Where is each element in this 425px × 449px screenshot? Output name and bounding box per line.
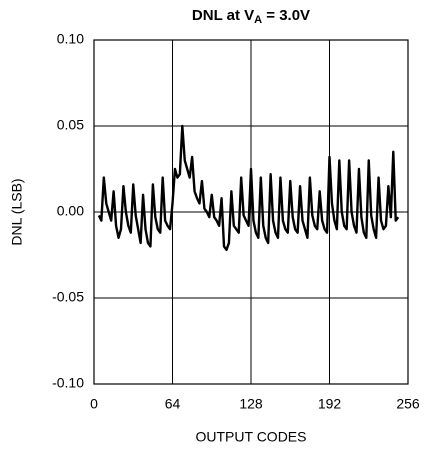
y-axis-label: DNL (LSB) [9, 178, 25, 245]
y-tick-label: 0.10 [57, 31, 84, 47]
x-tick-label: 0 [90, 396, 98, 412]
chart-title: DNL at VA = 3.0V [192, 7, 310, 26]
x-tick-label: 64 [165, 396, 181, 412]
x-tick-label: 192 [318, 396, 342, 412]
x-tick-label: 256 [396, 396, 420, 412]
y-tick-label: -0.05 [52, 289, 84, 305]
y-tick-label: -0.10 [52, 375, 84, 391]
x-tick-label: 128 [239, 396, 263, 412]
y-tick-label: 0.00 [57, 203, 84, 219]
y-tick-label: 0.05 [57, 117, 84, 133]
title-part: DNL at V [192, 7, 254, 24]
plot-frame [93, 39, 409, 385]
data-line [97, 124, 400, 252]
x-axis-label: OUTPUT CODES [196, 429, 307, 445]
title-subscript: A [254, 14, 262, 26]
title-part: = 3.0V [262, 7, 310, 24]
